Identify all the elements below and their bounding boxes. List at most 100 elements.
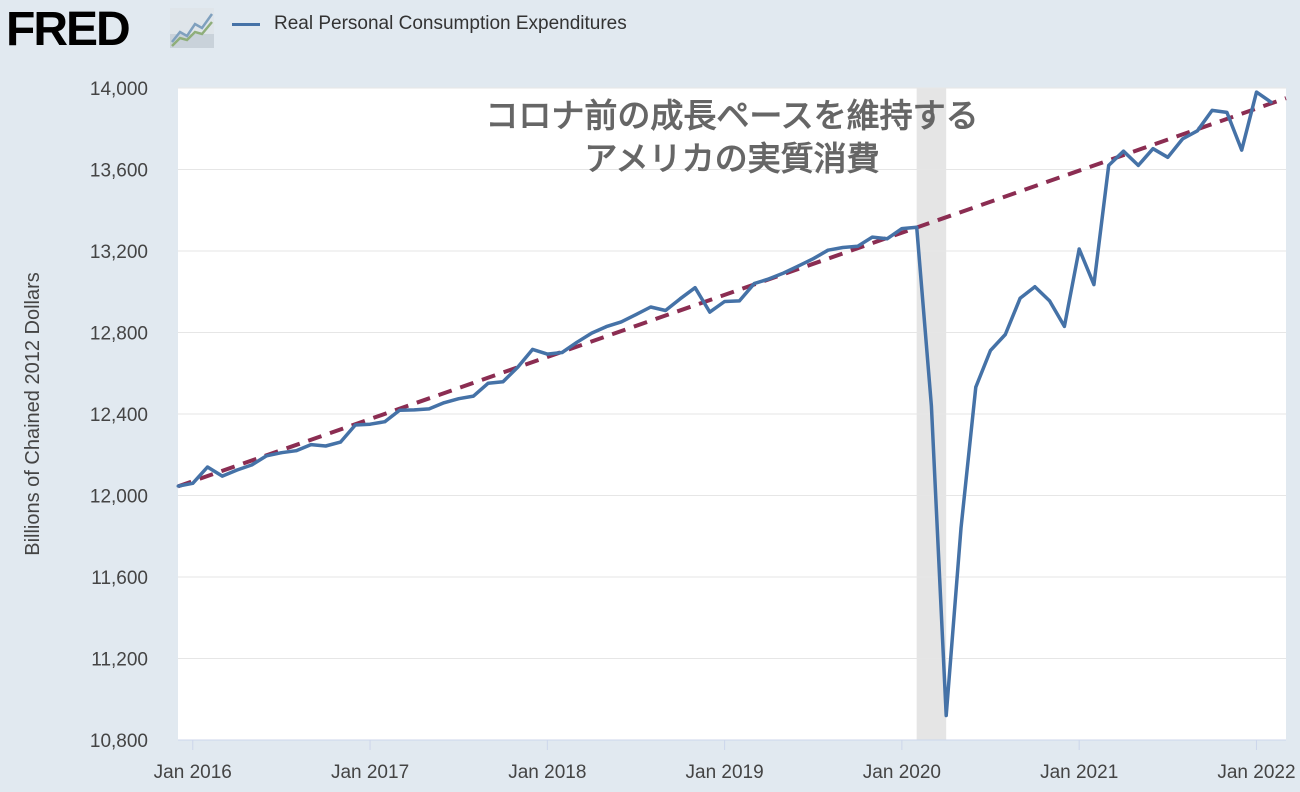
data-point[interactable] (235, 468, 239, 472)
data-point[interactable] (693, 286, 697, 290)
y-tick-label: 13,200 (90, 242, 148, 263)
y-axis: 10,800 11,200 11,600 12,000 12,400 12,800 13,2… (90, 79, 148, 752)
x-tick-label: Jan 2018 (508, 762, 586, 783)
data-point[interactable] (944, 714, 948, 718)
data-point[interactable] (1240, 148, 1244, 152)
data-point[interactable] (826, 248, 830, 252)
data-point[interactable] (1121, 149, 1125, 153)
series-layer (176, 90, 1273, 718)
data-point[interactable] (1062, 324, 1066, 328)
data-point[interactable] (841, 246, 845, 250)
y-axis-label: Billions of Chained 2012 Dollars (22, 272, 44, 556)
data-point[interactable] (752, 282, 756, 286)
data-point[interactable] (634, 313, 638, 317)
data-point[interactable] (590, 331, 594, 335)
data-point[interactable] (191, 481, 195, 485)
data-point[interactable] (767, 277, 771, 281)
data-point[interactable] (220, 474, 224, 478)
data-point[interactable] (309, 443, 313, 447)
data-point[interactable] (1048, 299, 1052, 303)
data-point[interactable] (531, 347, 535, 351)
header: FRED Real Personal Consumption Expenditu… (0, 0, 1300, 60)
data-point[interactable] (545, 352, 549, 356)
data-point[interactable] (368, 422, 372, 426)
data-point[interactable] (929, 404, 933, 408)
y-tick-label: 14,000 (90, 79, 148, 100)
data-point[interactable] (737, 299, 741, 303)
data-point[interactable] (708, 310, 712, 314)
data-point[interactable] (412, 408, 416, 412)
data-point[interactable] (324, 444, 328, 448)
data-point[interactable] (811, 257, 815, 261)
data-point[interactable] (265, 454, 269, 458)
annotation-line-1: コロナ前の成長ペースを維持する (485, 96, 978, 135)
legend-swatch (232, 22, 260, 26)
y-tick-label: 12,800 (90, 324, 148, 345)
data-point[interactable] (442, 401, 446, 405)
data-point[interactable] (1003, 333, 1007, 337)
y-tick-label: 12,000 (90, 487, 148, 508)
data-point[interactable] (870, 235, 874, 239)
data-point[interactable] (1092, 283, 1096, 287)
data-point[interactable] (1107, 163, 1111, 167)
trend-line-layer (177, 96, 1287, 489)
data-point[interactable] (250, 463, 254, 467)
data-point[interactable] (560, 350, 564, 354)
data-point[interactable] (989, 348, 993, 352)
data-point[interactable] (649, 305, 653, 309)
data-point[interactable] (575, 340, 579, 344)
legend[interactable]: Real Personal Consumption Expenditures (232, 13, 627, 35)
data-point[interactable] (915, 225, 919, 229)
x-tick-label: Jan 2019 (686, 762, 764, 783)
data-point[interactable] (959, 526, 963, 530)
data-point[interactable] (678, 297, 682, 301)
chart-trend-icon[interactable] (170, 8, 214, 48)
data-point[interactable] (471, 394, 475, 398)
data-point[interactable] (486, 381, 490, 385)
y-tick-label: 12,400 (90, 405, 148, 426)
data-point[interactable] (1225, 110, 1229, 114)
data-point[interactable] (856, 244, 860, 248)
data-point[interactable] (796, 264, 800, 268)
data-point[interactable] (1077, 247, 1081, 251)
data-point[interactable] (664, 308, 668, 312)
data-point[interactable] (974, 385, 978, 389)
data-point[interactable] (398, 408, 402, 412)
data-point[interactable] (206, 465, 210, 469)
data-point[interactable] (1181, 137, 1185, 141)
data-point[interactable] (339, 440, 343, 444)
data-point[interactable] (1254, 90, 1258, 94)
y-tick-label: 11,600 (91, 568, 148, 589)
x-tick-label: Jan 2020 (863, 762, 941, 783)
x-axis: Jan 2016 Jan 2017 Jan 2018 Jan 2019 Jan 2020… (154, 739, 1296, 783)
data-point[interactable] (604, 325, 608, 329)
data-point[interactable] (501, 380, 505, 384)
data-point[interactable] (885, 237, 889, 241)
data-point[interactable] (723, 300, 727, 304)
data-point[interactable] (383, 420, 387, 424)
data-point[interactable] (353, 423, 357, 427)
data-point[interactable] (176, 484, 180, 488)
data-point[interactable] (516, 365, 520, 369)
data-point[interactable] (1033, 285, 1037, 289)
data-point[interactable] (1151, 147, 1155, 151)
data-point[interactable] (900, 227, 904, 231)
fred-logo[interactable]: FRED (6, 3, 131, 56)
data-point[interactable] (1018, 296, 1022, 300)
data-point[interactable] (1195, 129, 1199, 133)
data-point[interactable] (1210, 108, 1214, 112)
legend-series-label: Real Personal Consumption Expenditures (274, 13, 627, 34)
data-point[interactable] (1136, 163, 1140, 167)
data-point[interactable] (294, 449, 298, 453)
data-point[interactable] (1166, 155, 1170, 159)
data-point[interactable] (619, 320, 623, 324)
data-point[interactable] (782, 271, 786, 275)
x-tick-label: Jan 2016 (154, 762, 232, 783)
x-tick-label: Jan 2021 (1040, 762, 1118, 783)
data-point[interactable] (427, 407, 431, 411)
data-point[interactable] (279, 451, 283, 455)
data-point[interactable] (457, 397, 461, 401)
x-tick-label: Jan 2022 (1217, 762, 1295, 783)
data-point[interactable] (1269, 100, 1273, 104)
